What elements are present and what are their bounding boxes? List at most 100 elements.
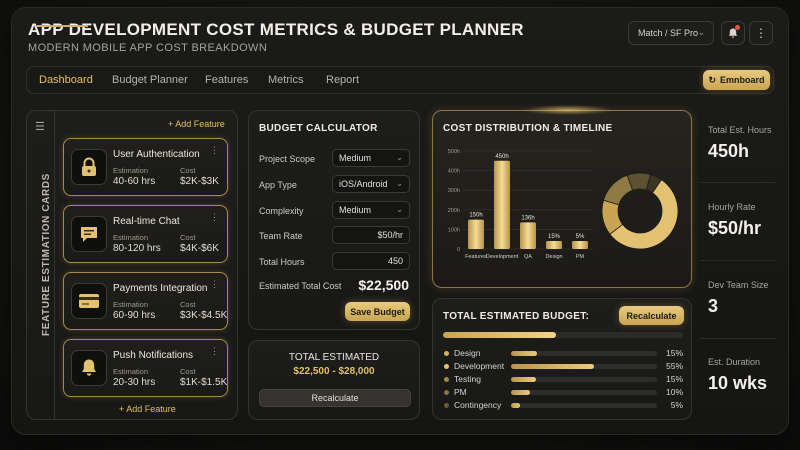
budget-row-track <box>511 364 657 369</box>
kebab-icon[interactable]: ⋮ <box>210 346 219 356</box>
tab-dashboard[interactable]: Dashboard <box>39 74 93 86</box>
budget-row-label: Development <box>454 361 505 371</box>
budget-row-percent: 15% <box>665 348 683 358</box>
app-type-select[interactable]: iOS/Android ⌄ <box>332 175 410 193</box>
budget-row-track <box>511 403 657 408</box>
x-tick-label: Design <box>545 254 562 260</box>
team-rate-label: Team Rate <box>259 231 303 241</box>
stat-label-hours: Total Est. Hours <box>708 125 772 135</box>
tab-report[interactable]: Report <box>326 74 360 86</box>
y-tick-label: 0 <box>457 247 460 253</box>
data-label: 450h <box>495 154 508 160</box>
budget-row-percent: 15% <box>665 374 683 384</box>
y-tick-label: 500h <box>448 149 460 155</box>
cost-value: $4K-$6K <box>180 243 219 254</box>
stat-value-duration: 10 wks <box>708 373 768 393</box>
chevron-down-icon: ⌄ <box>396 153 403 162</box>
budget-row-label: Testing <box>454 374 481 384</box>
font-select[interactable]: Match / SF Pro ⌄ <box>628 21 714 45</box>
bar-development <box>494 160 510 249</box>
tab-features[interactable]: Features <box>205 74 249 86</box>
estimation-value: 60-90 hrs <box>113 310 156 321</box>
add-feature-button[interactable]: + Add Feature <box>168 119 225 129</box>
bar-qa <box>520 222 536 249</box>
bell-icon <box>71 350 107 386</box>
tab-metrics[interactable]: Metrics <box>268 74 304 86</box>
budget-calculator-panel: BUDGET CALCULATOR Project Scope Medium ⌄… <box>248 110 420 330</box>
budget-row-percent: 5% <box>670 400 683 410</box>
data-label: 15% <box>548 234 561 240</box>
page-title: APP DEVELOPMENT COST METRICS & BUDGET PL… <box>28 20 524 39</box>
notification-button[interactable] <box>721 21 745 45</box>
total-hours-input[interactable]: 450 <box>332 252 410 270</box>
feature-card-user-authentication[interactable]: User Authentication ⋮ Estimation Cost 40… <box>63 138 228 196</box>
chat-icon <box>71 216 107 252</box>
bar-features <box>468 219 484 249</box>
y-tick-label: 200h <box>448 208 460 214</box>
save-budget-button[interactable]: Save Budget <box>345 302 410 321</box>
budget-progress-track <box>443 332 683 338</box>
bell-icon <box>728 28 738 38</box>
add-feature-button-bottom[interactable]: + Add Feature <box>119 404 176 414</box>
kebab-icon[interactable]: ⋮ <box>210 279 219 289</box>
more-menu-button[interactable]: ⋮ <box>749 21 773 45</box>
bar-design <box>546 241 562 249</box>
y-tick-label: 100h <box>448 227 460 233</box>
feature-panel-sidebar: ☰ FEATURE ESTIMATION CARDS <box>27 111 55 419</box>
kebab-icon[interactable]: ⋮ <box>210 212 219 222</box>
team-rate-input[interactable]: $50/hr <box>332 226 410 244</box>
donut-hole <box>619 190 661 232</box>
distribution-title: COST DISTRIBUTION & TIMELINE <box>443 123 613 134</box>
budget-row-label: PM <box>454 387 467 397</box>
estimation-label: Estimation <box>113 367 149 376</box>
divider <box>700 260 776 261</box>
budget-row-percent: 10% <box>665 387 683 397</box>
total-hours-label: Total Hours <box>259 257 305 267</box>
budget-row-fill <box>511 351 538 356</box>
complexity-select[interactable]: Medium ⌄ <box>332 201 410 219</box>
stat-value-team: 3 <box>708 296 719 316</box>
divider <box>700 338 776 339</box>
menu-icon[interactable]: ☰ <box>35 121 45 133</box>
legend-dot <box>444 364 449 369</box>
complexity-value: Medium <box>339 205 372 215</box>
budget-row-fill <box>511 403 520 408</box>
legend-dot <box>444 403 449 408</box>
calculator-title: BUDGET CALCULATOR <box>259 123 378 134</box>
donut-slice <box>645 174 663 194</box>
budget-row-percent: 55% <box>665 361 683 371</box>
estimated-total-value: $22,500 <box>358 277 409 293</box>
budget-row-track <box>511 390 657 395</box>
stat-label-team: Dev Team Size <box>708 280 769 290</box>
feature-card-payments-integration[interactable]: Payments Integration ⋮ Estimation Cost 6… <box>63 272 228 330</box>
x-tick-label: Development <box>486 254 519 260</box>
notification-badge <box>735 25 740 30</box>
emnboard-button[interactable]: ↻ Emnboard <box>703 70 770 90</box>
tab-budget-planner[interactable]: Budget Planner <box>112 74 188 86</box>
budget-row-track <box>511 377 657 382</box>
budget-row-label: Design <box>454 348 481 358</box>
data-label: 5% <box>576 234 585 240</box>
feature-card-push-notifications[interactable]: Push Notifications ⋮ Estimation Cost 20-… <box>63 339 228 397</box>
feature-card-real-time-chat[interactable]: Real-time Chat ⋮ Estimation Cost 80-120 … <box>63 205 228 263</box>
recalculate-button[interactable]: Recalculate <box>259 389 411 407</box>
estimation-value: 40-60 hrs <box>113 176 156 187</box>
cost-label: Cost <box>180 300 196 309</box>
total-estimated-range: $22,500 - $28,000 <box>293 366 375 377</box>
recalculate-budget-button[interactable]: Recalculate <box>619 306 684 325</box>
estimation-label: Estimation <box>113 233 149 242</box>
bar-pm <box>572 241 588 249</box>
budget-breakdown-panel: TOTAL ESTIMATED BUDGET: Recalculate Desi… <box>432 298 692 420</box>
total-estimated-panel: TOTAL ESTIMATED $22,500 - $28,000 Recalc… <box>248 340 420 420</box>
kebab-icon[interactable]: ⋮ <box>210 145 219 155</box>
stat-label-duration: Est. Duration <box>708 357 761 367</box>
budget-row-contingency: Contingency 5% <box>443 400 683 411</box>
font-select-value: Match / SF Pro <box>638 28 699 38</box>
project-scope-select[interactable]: Medium ⌄ <box>332 149 410 167</box>
distribution-chart: 0 100h 200h 300h 400h 500h 150h Features 450h Dev… <box>448 149 679 260</box>
page-subtitle: MODERN MOBILE APP COST BREAKDOWN <box>28 42 268 54</box>
feature-name: User Authentication <box>113 149 200 160</box>
cost-label: Cost <box>180 233 196 242</box>
lock-icon <box>71 149 107 185</box>
project-scope-label: Project Scope <box>259 154 316 164</box>
